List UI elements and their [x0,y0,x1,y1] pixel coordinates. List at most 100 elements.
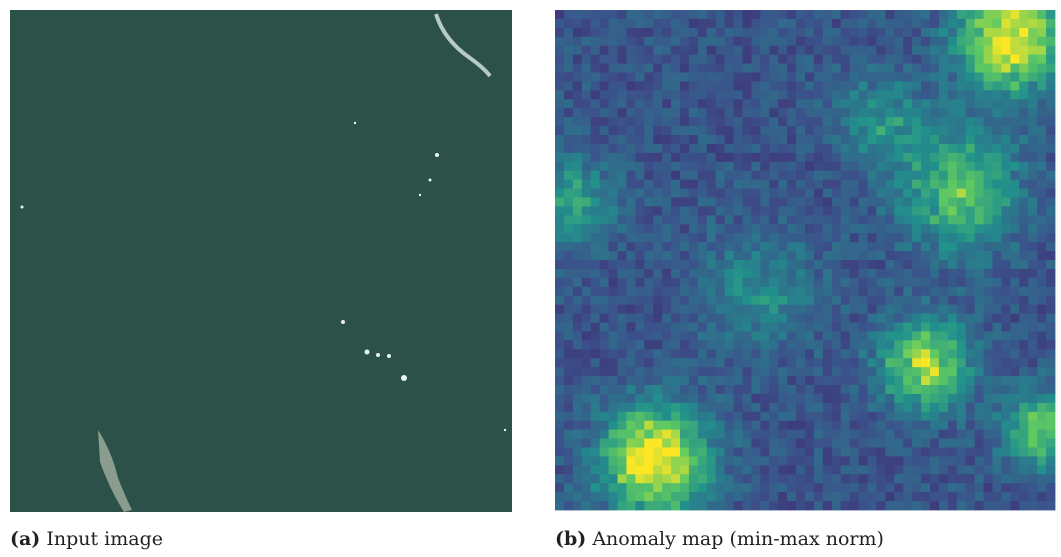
map-cell [609,349,618,358]
map-cell [868,305,877,314]
map-cell [734,19,743,28]
map-cell [966,46,975,55]
map-cell [680,323,689,332]
map-cell [600,376,609,385]
map-cell [662,126,671,135]
map-cell [734,385,743,394]
map-cell [689,99,698,108]
map-cell [751,501,760,510]
map-cell [984,474,993,483]
map-cell [957,55,966,64]
map-cell [805,180,814,189]
map-cell [734,305,743,314]
map-cell [653,439,662,448]
map-cell [948,394,957,403]
map-cell [1010,367,1019,376]
map-cell [751,224,760,233]
map-cell [743,501,752,510]
map-cell [734,448,743,457]
map-cell [841,28,850,37]
map-cell [1010,81,1019,90]
map-cell [734,412,743,421]
map-cell [564,162,573,171]
map-cell [984,28,993,37]
map-cell [921,171,930,180]
map-cell [823,73,832,82]
map-cell [841,278,850,287]
map-cell [743,73,752,82]
map-cell [1046,421,1055,430]
map-cell [885,19,894,28]
map-cell [957,233,966,242]
map-cell [751,144,760,153]
map-cell [582,64,591,73]
map-cell [635,305,644,314]
map-cell [1037,403,1046,412]
map-cell [796,198,805,207]
map-cell [1001,117,1010,126]
map-cell [894,474,903,483]
map-cell [618,465,627,474]
map-cell [903,456,912,465]
map-cell [751,492,760,501]
map-cell [912,64,921,73]
map-cell [993,367,1002,376]
map-cell [743,349,752,358]
map-cell [725,189,734,198]
map-cell [609,394,618,403]
map-cell [618,448,627,457]
map-cell [841,314,850,323]
map-cell [653,314,662,323]
map-cell [609,456,618,465]
map-cell [894,55,903,64]
map-cell [805,153,814,162]
map-cell [555,28,564,37]
map-cell [885,28,894,37]
map-cell [930,269,939,278]
map-cell [894,180,903,189]
map-cell [573,412,582,421]
map-cell [1019,501,1028,510]
map-cell [876,501,885,510]
map-cell [564,340,573,349]
map-cell [984,314,993,323]
map-cell [1046,233,1055,242]
map-cell [966,135,975,144]
map-cell [734,126,743,135]
map-cell [1037,198,1046,207]
map-cell [930,465,939,474]
map-cell [760,251,769,260]
map-cell [635,126,644,135]
map-cell [600,394,609,403]
map-cell [841,126,850,135]
map-cell [573,269,582,278]
map-cell [885,99,894,108]
map-cell [912,456,921,465]
map-cell [787,171,796,180]
map-cell [707,287,716,296]
map-cell [600,474,609,483]
map-cell [591,189,600,198]
map-cell [644,37,653,46]
map-cell [975,403,984,412]
map-cell [832,421,841,430]
map-cell [689,198,698,207]
map-cell [894,492,903,501]
map-cell [591,153,600,162]
map-cell [814,19,823,28]
map-cell [957,296,966,305]
map-cell [555,403,564,412]
map-cell [796,421,805,430]
map-cell [1046,439,1055,448]
map-cell [1037,37,1046,46]
map-cell [805,474,814,483]
map-cell [689,412,698,421]
map-cell [1001,180,1010,189]
map-cell [1037,189,1046,198]
map-cell [769,189,778,198]
map-cell [644,108,653,117]
map-cell [778,483,787,492]
map-cell [1010,215,1019,224]
map-cell [689,233,698,242]
map-cell [743,28,752,37]
